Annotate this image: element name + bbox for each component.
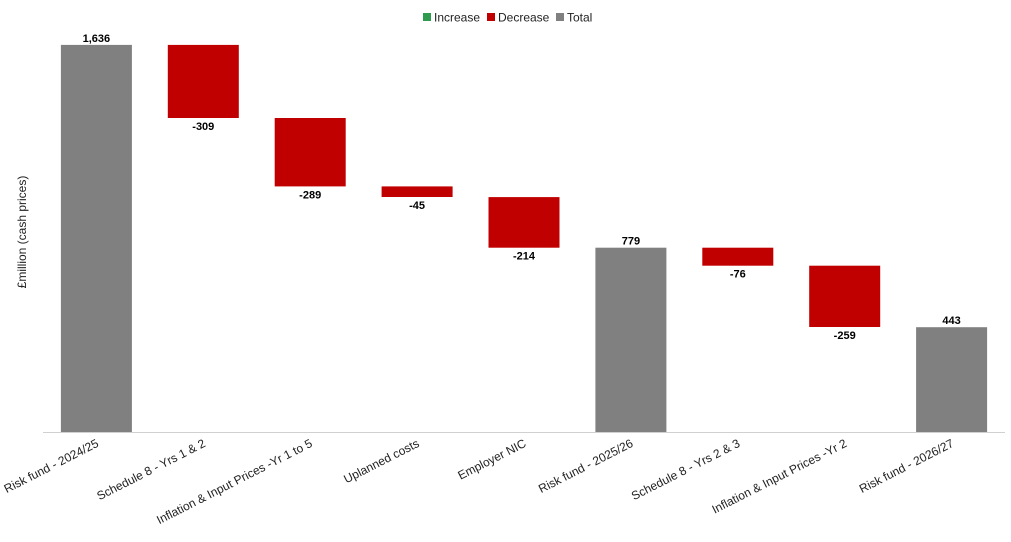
bars	[60, 44, 988, 433]
data-labels: 1,636 -309 -289 -45 -214 779 -76 -259 443	[83, 33, 961, 342]
legend-swatch-decrease	[487, 13, 495, 21]
bar-total-8	[916, 327, 988, 432]
x-tick-label-4: Employer NIC	[455, 436, 528, 483]
bar-decrease-3	[381, 186, 453, 197]
data-label-3: -45	[409, 200, 425, 212]
x-tick-label-0: Risk fund - 2024/25	[2, 436, 101, 496]
data-label-4: -214	[513, 251, 536, 263]
data-label-1: -309	[192, 121, 214, 133]
legend-swatch-increase	[423, 13, 431, 21]
bar-decrease-2	[274, 118, 346, 187]
legend-swatch-total	[556, 13, 564, 21]
x-tick-label-6: Schedule 8 - Yrs 2 & 3	[629, 436, 742, 503]
bar-decrease-7	[809, 265, 881, 327]
data-label-2: -289	[299, 189, 321, 201]
x-tick-label-3: Uplanned costs	[341, 436, 421, 486]
legend-label-increase: Increase	[434, 11, 480, 25]
data-label-5: 779	[622, 236, 640, 248]
x-tick-label-8: Risk fund - 2026/27	[857, 436, 956, 496]
data-label-6: -76	[730, 269, 746, 281]
bar-decrease-4	[488, 197, 560, 248]
legend-label-decrease: Decrease	[498, 11, 550, 25]
bar-decrease-1	[167, 44, 239, 118]
x-tick-label-5: Risk fund - 2025/26	[536, 436, 635, 496]
data-label-0: 1,636	[83, 33, 111, 45]
y-axis-label: £million (cash prices)	[15, 176, 29, 289]
bar-total-5	[595, 247, 667, 432]
legend-label-total: Total	[567, 11, 592, 25]
data-label-7: -259	[834, 330, 856, 342]
bar-total-0	[60, 44, 132, 433]
x-tick-label-1: Schedule 8 - Yrs 1 & 2	[95, 436, 208, 503]
legend: Increase Decrease Total	[423, 11, 592, 25]
bar-decrease-6	[702, 247, 774, 266]
data-label-8: 443	[942, 315, 960, 327]
